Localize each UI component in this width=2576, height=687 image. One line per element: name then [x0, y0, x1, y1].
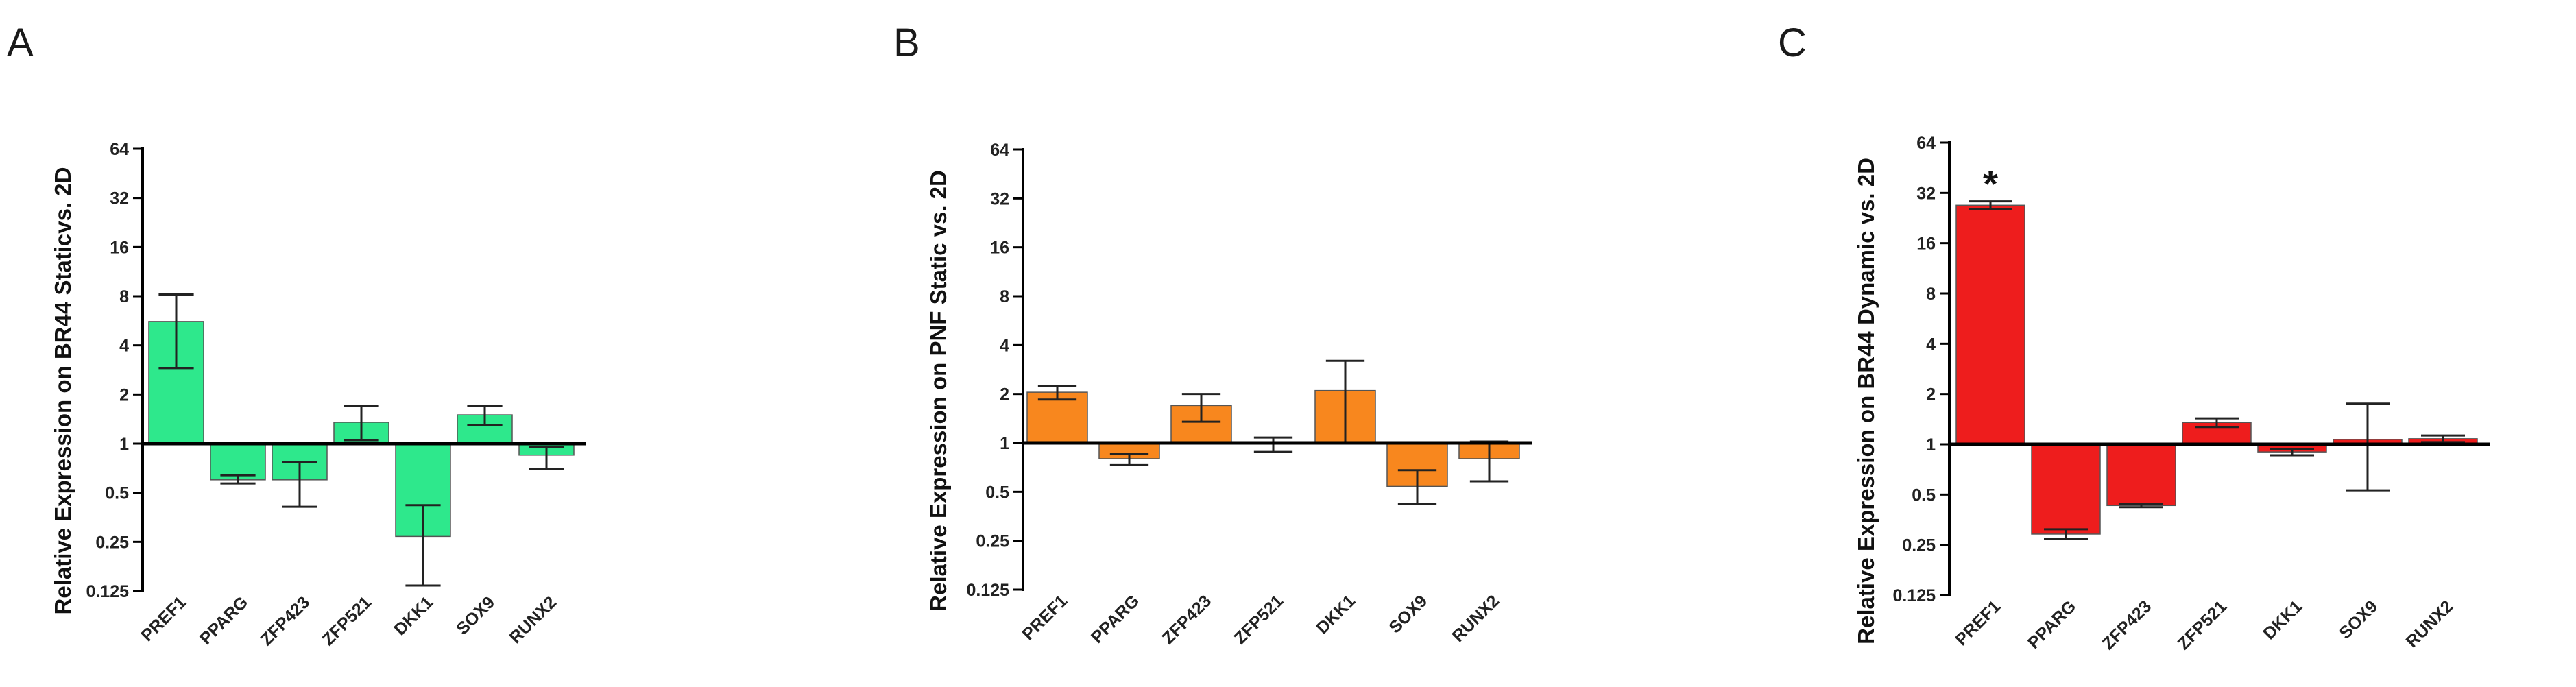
panel-c-letter: C	[1778, 21, 1807, 65]
panel-b-y-ticks: 0.125 0.25 0.5 1 2 4 8 16 32 64	[966, 141, 1023, 600]
panel-c-y-tick-label: 0.125	[1892, 586, 1936, 605]
panel-a-y-tick-label: 0.25	[95, 533, 129, 552]
panel-c-bar-pref1	[1955, 204, 2025, 445]
panel-a-category-label: RUNX2	[506, 592, 561, 647]
panel-a-category-label: ZFP521	[319, 592, 376, 649]
panel-b-category-label: ZFP521	[1231, 591, 1288, 648]
panel-c-category-label: ZFP423	[2099, 596, 2156, 653]
panel-b-category-label: PREF1	[1018, 591, 1071, 644]
panel-c-bars	[1955, 204, 2478, 535]
panel-c-y-tick-label: 32	[1916, 184, 1936, 203]
panel-a-y-tick-label: 64	[110, 140, 129, 159]
panel-a-y-axis-title: Relative Expression on BR44 Staticvs. 2D	[50, 167, 75, 615]
panel-b-y-axis-title: Relative Expression on PNF Static vs. 2D	[926, 170, 951, 612]
panel-b-y-tick-label: 8	[1000, 287, 1009, 306]
panel-b-letter: B	[893, 21, 920, 65]
panel-b-category-label: SOX9	[1385, 591, 1431, 637]
panel-a-y-tick-label: 16	[110, 238, 129, 257]
panel-c-category-label: SOX9	[2335, 596, 2381, 642]
panel-a-category-label: DKK1	[390, 592, 437, 639]
panel-a-category-labels: PREF1 PPARG ZFP423 ZFP521 DKK1 SOX9 RUNX2	[137, 592, 560, 649]
panel-c-category-label: PREF1	[1951, 596, 2004, 649]
panel-a-y-tick-label: 2	[119, 385, 129, 405]
panel-c-bar-pparg	[2031, 444, 2101, 535]
panel-c-chart: C Relative Expression on BR44 Dynamic vs…	[1778, 21, 2490, 653]
panel-a-error-bars	[158, 293, 564, 587]
panel-c-y-tick-label: 64	[1916, 134, 1936, 153]
panel-a-y-tick-label: 0.125	[86, 582, 129, 601]
panel-a-y-ticks: 0.125 0.25 0.5 1 2 4 8 16 32 64	[86, 140, 143, 601]
panel-a-y-tick-label: 1	[119, 435, 129, 454]
panel-b-y-tick-label: 0.5	[985, 483, 1009, 502]
panel-b-category-label: PPARG	[1087, 591, 1143, 647]
panel-a-y-tick-label: 8	[119, 287, 129, 306]
panel-c-bar-zfp423	[2106, 444, 2176, 507]
panel-c-y-tick-label: 4	[1926, 335, 1936, 354]
panel-c-error-bars	[1969, 200, 2465, 541]
panel-a-category-label: SOX9	[453, 592, 498, 638]
panel-a-chart: A Relative Expression on BR44 Staticvs. …	[7, 21, 586, 649]
panel-a-y-tick-label: 32	[110, 189, 129, 208]
panel-b-y-tick-label: 1	[1000, 434, 1009, 453]
panel-b-bar-pref1	[1026, 391, 1088, 444]
panel-a-y-tick-label: 4	[119, 337, 129, 356]
panel-b-y-tick-label: 32	[990, 189, 1009, 208]
panel-a-letter: A	[7, 21, 34, 65]
panel-c-y-tick-label: 0.5	[1912, 485, 1936, 505]
panel-c-y-tick-label: 2	[1926, 385, 1936, 405]
panel-b-category-label: RUNX2	[1449, 591, 1504, 646]
panel-c-y-tick-label: 8	[1926, 285, 1936, 304]
panel-c-y-tick-label: 16	[1916, 234, 1936, 254]
panel-c-y-tick-label: 0.25	[1902, 536, 1936, 555]
panel-b-y-tick-label: 64	[990, 141, 1009, 160]
panel-c-category-label: PPARG	[2024, 596, 2080, 652]
panel-b-chart: B Relative Expression on PNF Static vs. …	[893, 21, 1532, 648]
panel-b-y-tick-label: 2	[1000, 385, 1009, 405]
panel-c-category-label: ZFP521	[2174, 596, 2231, 653]
panel-c-y-tick-label: 1	[1926, 435, 1936, 455]
panel-c-y-axis-title: Relative Expression on BR44 Dynamic vs. …	[1853, 158, 1879, 644]
panel-b-category-label: ZFP423	[1159, 591, 1216, 648]
panel-c-category-labels: PREF1 PPARG ZFP423 ZFP521 DKK1 SOX9 RUNX2	[1951, 596, 2457, 653]
panel-a-category-label: PPARG	[196, 592, 252, 648]
panel-b-category-label: DKK1	[1312, 591, 1359, 638]
panel-b-y-tick-label: 4	[1000, 336, 1009, 355]
panel-a-y-tick-label: 0.5	[105, 484, 129, 503]
panel-b-category-labels: PREF1 PPARG ZFP423 ZFP521 DKK1 SOX9 RUNX2	[1018, 591, 1503, 648]
panel-c-category-label: RUNX2	[2403, 596, 2457, 651]
panel-c-significance-star: *	[1983, 162, 1998, 206]
panel-c-annotations: *	[1983, 162, 1998, 206]
panel-b-y-tick-label: 0.125	[966, 581, 1009, 600]
panel-b-y-tick-label: 0.25	[976, 532, 1009, 551]
panel-c-category-label: DKK1	[2259, 596, 2306, 643]
panel-b-y-tick-label: 16	[990, 239, 1009, 258]
panel-c-y-ticks: 0.125 0.25 0.5 1 2 4 8 16 32 64	[1892, 134, 1949, 605]
panel-a-category-label: ZFP423	[257, 592, 314, 649]
panel-a-category-label: PREF1	[137, 592, 190, 645]
